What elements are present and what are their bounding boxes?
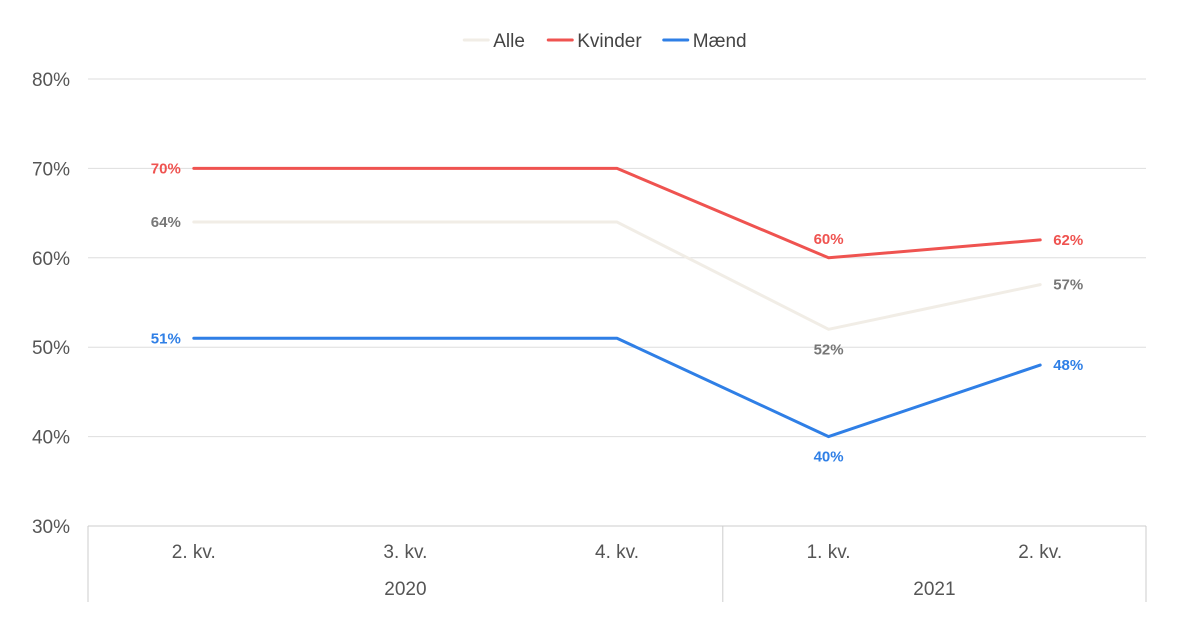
series-line-mænd	[192, 336, 1042, 439]
series-lines	[192, 166, 1042, 439]
data-label: 64%	[151, 214, 181, 231]
y-tick-label: 30%	[32, 517, 70, 538]
category-axis: 2. kv. 3. kv. 4. kv. 1. kv. 2. kv. 2020 2021	[87, 525, 1147, 602]
data-label: 60%	[814, 231, 844, 248]
legend-label: Mænd	[693, 31, 747, 52]
legend-item-mænd[interactable]: Mænd	[662, 31, 747, 52]
x-tick-label: 2. kv.	[1018, 542, 1062, 563]
data-label: 70%	[151, 160, 181, 177]
x-tick-label: 4. kv.	[595, 542, 639, 563]
data-label: 52%	[814, 341, 844, 358]
data-label: 57%	[1053, 277, 1083, 294]
y-tick-label: 70%	[32, 159, 70, 180]
data-label: 48%	[1053, 357, 1083, 374]
x-tick-label: 1. kv.	[807, 542, 851, 563]
grid: 30% 40% 50% 60% 70% 80%	[32, 70, 1146, 538]
series-line-alle	[192, 220, 1042, 331]
y-tick-label: 80%	[32, 70, 70, 91]
y-tick-label: 40%	[32, 428, 70, 449]
x-tick-label: 2. kv.	[172, 542, 216, 563]
x-tick-label: 3. kv.	[383, 542, 427, 563]
legend-label: Kvinder	[577, 31, 642, 52]
data-label: 40%	[814, 449, 844, 466]
y-tick-label: 50%	[32, 338, 70, 359]
legend[interactable]: Alle Kvinder Mænd	[462, 31, 747, 52]
legend-item-alle[interactable]: Alle	[462, 31, 525, 52]
data-labels: 64% 52% 57% 70% 60% 62% 51% 40% 48%	[151, 160, 1083, 465]
legend-label: Alle	[493, 31, 525, 52]
y-tick-label: 60%	[32, 249, 70, 270]
data-label: 62%	[1053, 232, 1083, 249]
series-line-kvinder	[192, 166, 1042, 260]
x-group-label: 2020	[384, 579, 426, 600]
legend-item-kvinder[interactable]: Kvinder	[546, 31, 642, 52]
data-label: 51%	[151, 330, 181, 347]
x-group-label: 2021	[913, 579, 955, 600]
